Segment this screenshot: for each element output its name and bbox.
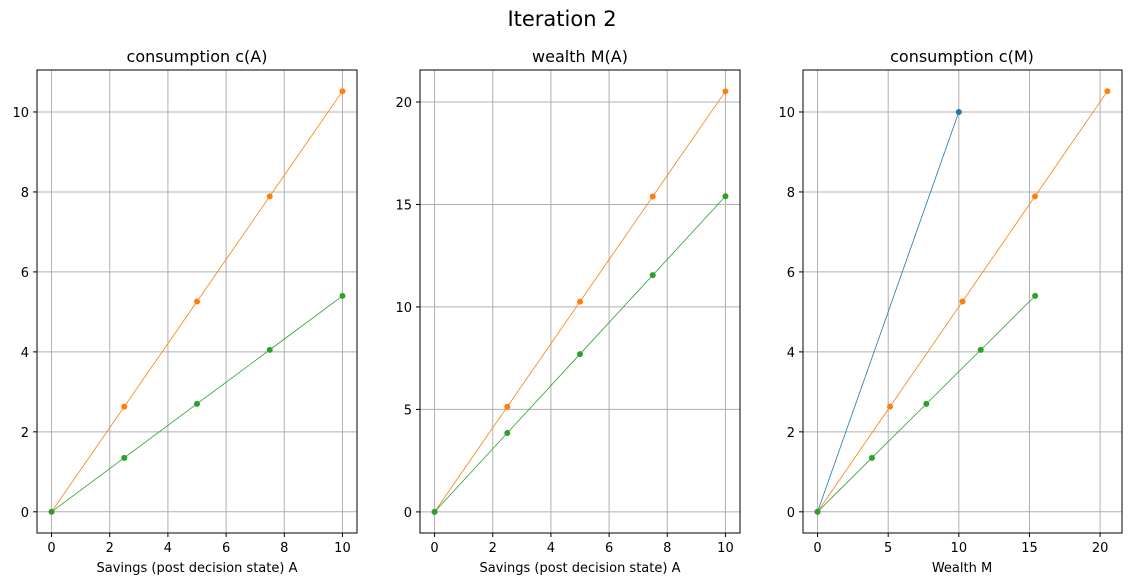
subplot-title: consumption c(M): [890, 47, 1034, 66]
x-tick-label: 6: [222, 541, 230, 556]
y-tick-label: 2: [21, 426, 29, 441]
y-tick-label: 6: [787, 266, 795, 281]
data-point: [266, 193, 273, 200]
series-group: [814, 88, 1111, 515]
series-line: [817, 111, 960, 512]
y-tick-label: 10: [778, 106, 795, 121]
subplot-consumption-c-of-a: consumption c(A) Savings (post decision …: [12, 47, 358, 576]
x-axis-label: Savings (post decision state) A: [97, 561, 298, 576]
ticks: 0 2 4 6 8 10 0 5 10 15 20: [395, 96, 733, 556]
x-tick-label: 2: [489, 541, 497, 556]
data-point: [959, 298, 966, 305]
x-tick-label: 4: [164, 541, 172, 556]
x-tick-label: 10: [334, 541, 351, 556]
data-point: [649, 272, 656, 279]
data-point: [977, 346, 984, 353]
data-point: [923, 400, 930, 407]
y-tick-label: 4: [787, 346, 795, 361]
y-tick-label: 5: [404, 403, 412, 418]
y-tick-label: 2: [787, 426, 795, 441]
data-point: [339, 292, 346, 299]
subplot-title: wealth M(A): [532, 47, 628, 66]
ticks: 0 5 10 15 20 0 2 4 6 8 10: [778, 106, 1108, 556]
axes-frame: [802, 69, 1123, 534]
data-point: [121, 454, 128, 461]
data-point: [121, 403, 128, 410]
data-point: [339, 88, 346, 95]
x-tick-label: 0: [813, 541, 821, 556]
data-point: [955, 108, 962, 115]
subplot-title: consumption c(A): [127, 47, 268, 66]
x-tick-label: 20: [1092, 541, 1109, 556]
y-tick-label: 15: [395, 198, 412, 213]
subplot-consumption-c-of-m: consumption c(M) Wealth M 0 5 10 15 20 0 2 4 6 8 1…: [778, 47, 1123, 576]
figure-suptitle: Iteration 2: [507, 7, 616, 31]
axes-frame: [36, 69, 358, 534]
y-tick-label: 6: [21, 266, 29, 281]
data-point: [577, 298, 583, 305]
data-point: [1032, 292, 1039, 299]
x-tick-label: 10: [951, 541, 968, 556]
x-axis-label: Wealth M: [932, 561, 992, 576]
y-tick-label: 10: [12, 106, 29, 121]
data-point: [722, 193, 729, 200]
y-tick-label: 0: [404, 506, 412, 521]
subplot-wealth-m-of-a: wealth M(A) Savings (post decision state…: [395, 47, 741, 576]
data-point: [48, 508, 55, 515]
y-tick-label: 0: [21, 506, 29, 521]
x-tick-label: 0: [430, 541, 438, 556]
grid-lines: [37, 70, 357, 533]
series-group: [431, 88, 729, 515]
data-point: [504, 429, 511, 436]
data-point: [722, 88, 729, 95]
data-point: [1104, 88, 1111, 95]
data-point: [649, 193, 656, 200]
data-point: [504, 403, 511, 410]
x-tick-label: 15: [1021, 541, 1038, 556]
x-tick-label: 5: [884, 541, 892, 556]
x-tick-label: 6: [605, 541, 613, 556]
data-point: [887, 403, 894, 410]
data-point: [431, 508, 438, 515]
x-tick-label: 0: [47, 541, 55, 556]
y-tick-label: 4: [21, 346, 29, 361]
data-point: [194, 400, 200, 407]
grid-lines: [420, 70, 740, 533]
data-point: [868, 454, 875, 461]
x-tick-label: 2: [106, 541, 114, 556]
y-tick-label: 0: [787, 506, 795, 521]
y-tick-label: 8: [787, 186, 795, 201]
data-point: [814, 508, 821, 515]
y-tick-label: 10: [395, 301, 412, 316]
data-point: [1031, 193, 1038, 200]
series-group: [48, 88, 346, 515]
axes-frame: [419, 69, 741, 534]
data-point: [194, 298, 200, 305]
x-tick-label: 8: [663, 541, 671, 556]
x-axis-label: Savings (post decision state) A: [480, 561, 681, 576]
data-point: [577, 351, 583, 358]
x-tick-label: 4: [547, 541, 555, 556]
y-tick-label: 20: [395, 96, 412, 111]
x-tick-label: 8: [280, 541, 288, 556]
y-tick-label: 8: [21, 186, 29, 201]
ticks: 0 2 4 6 8 10 0 2 4 6 8 10: [12, 106, 350, 556]
x-tick-label: 10: [717, 541, 734, 556]
data-point: [266, 346, 273, 353]
